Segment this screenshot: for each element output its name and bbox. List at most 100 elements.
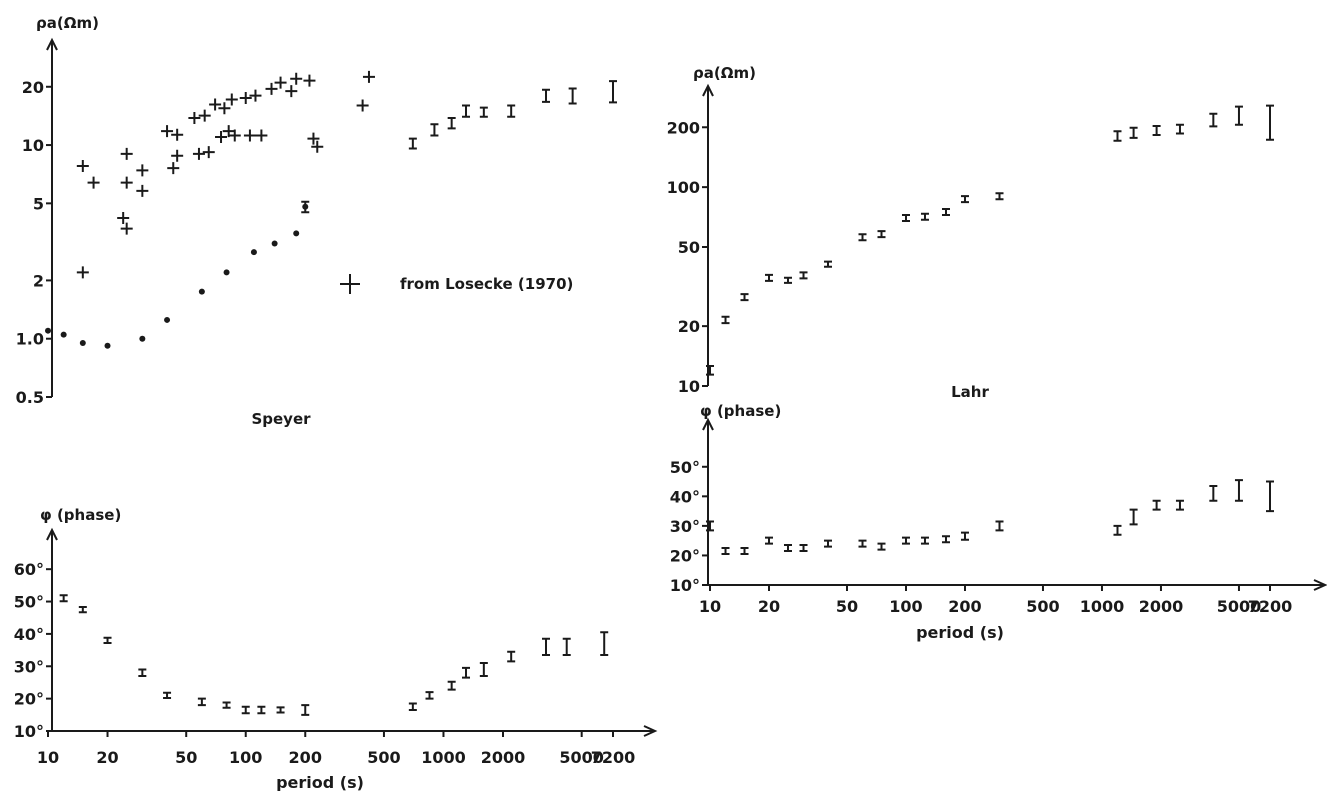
data-point-errorbar bbox=[276, 706, 285, 714]
y-tick-label: 30° bbox=[14, 657, 44, 676]
data-point-plus bbox=[274, 76, 287, 89]
data-point-errorbar bbox=[408, 137, 417, 150]
y-tick-label: 60° bbox=[14, 560, 44, 579]
y-tick-label: 20° bbox=[14, 690, 44, 709]
y-axis-label: φ (phase) bbox=[700, 402, 781, 420]
data-point-errorbar bbox=[241, 705, 250, 715]
data-point-dot bbox=[45, 327, 51, 334]
data-point-plus bbox=[225, 93, 238, 106]
y-tick-label: 20 bbox=[22, 78, 44, 97]
x-tick-label: 1000 bbox=[1080, 597, 1125, 616]
data-point-plus bbox=[161, 125, 174, 138]
data-point-errorbar bbox=[138, 668, 147, 677]
y-axis-arrow bbox=[46, 37, 58, 51]
data-point-plus bbox=[265, 82, 278, 95]
data-point-errorbar bbox=[877, 230, 886, 239]
lahr-resistivity-panel: ρa(Ωm) 10 20 50 100 200 Lahr bbox=[667, 64, 1274, 401]
data-point-errorbar bbox=[103, 636, 112, 644]
data-point-plus bbox=[228, 129, 241, 142]
lahr-phase-panel: φ (phase) 10° 20° 30° 40° 50° 10 20 50 100 200 500 1… bbox=[670, 402, 1327, 642]
y-axis-arrow bbox=[702, 83, 714, 97]
data-point-errorbar bbox=[542, 637, 551, 656]
x-tick-label: 5000 bbox=[1217, 597, 1262, 616]
data-point-plus bbox=[76, 266, 89, 279]
x-axis-arrow bbox=[643, 725, 658, 737]
data-point-errorbar bbox=[877, 542, 886, 551]
data-point-dot bbox=[250, 249, 257, 256]
data-point-errorbar bbox=[430, 123, 439, 137]
x-tick-label: 20 bbox=[96, 748, 118, 767]
data-point-errorbar bbox=[507, 650, 516, 663]
y-tick-label: 20 bbox=[678, 317, 700, 336]
data-point-plus bbox=[209, 98, 222, 111]
data-point-plus bbox=[303, 74, 316, 87]
data-point-errorbar bbox=[1113, 524, 1122, 536]
data-point-plus bbox=[171, 149, 184, 162]
x-tick-label: 2000 bbox=[1139, 597, 1184, 616]
data-point-errorbar bbox=[1152, 499, 1161, 511]
data-point-errorbar bbox=[823, 539, 832, 548]
data-point-plus bbox=[136, 164, 149, 177]
panel-title: Lahr bbox=[951, 383, 989, 401]
y-tick-label: 20° bbox=[670, 546, 700, 565]
legend-label: from Losecke (1970) bbox=[400, 275, 573, 293]
x-tick-label: 50 bbox=[175, 748, 197, 767]
data-point-plus bbox=[307, 132, 320, 145]
x-tick-label: 200 bbox=[948, 597, 981, 616]
x-tick-label: 100 bbox=[889, 597, 922, 616]
x-tick-label: 10 bbox=[699, 597, 721, 616]
data-point-errorbar bbox=[1209, 484, 1218, 502]
y-tick-label: 50 bbox=[678, 238, 700, 257]
data-point-plus bbox=[255, 129, 268, 142]
data-point-errorbar bbox=[163, 691, 172, 699]
data-point-errorbar bbox=[740, 547, 749, 556]
y-tick-label: 40° bbox=[670, 487, 700, 506]
data-point-errorbar bbox=[479, 662, 488, 677]
data-point-errorbar bbox=[301, 704, 310, 716]
x-tick-label: 1000 bbox=[421, 748, 466, 767]
data-point-plus bbox=[239, 91, 252, 104]
data-point-plus bbox=[87, 176, 100, 189]
x-axis-label: period (s) bbox=[916, 623, 1004, 642]
y-axis-label: φ (phase) bbox=[40, 506, 121, 524]
data-point-errorbar bbox=[425, 691, 434, 700]
y-tick-label: 50° bbox=[14, 593, 44, 612]
y-tick-label: 40° bbox=[14, 625, 44, 644]
data-point-plus bbox=[120, 222, 133, 235]
data-point-plus bbox=[120, 147, 133, 160]
y-tick-label: 50° bbox=[670, 458, 700, 477]
panel-title: Speyer bbox=[251, 410, 311, 428]
data-point-plus bbox=[356, 99, 369, 112]
data-point-errorbar bbox=[721, 547, 730, 556]
data-point-errorbar bbox=[901, 536, 910, 545]
speyer-phase-panel: φ (phase) 10° 20° 30° 40° 50° 60° 10 20 50 100 200 5… bbox=[14, 506, 658, 791]
data-point-errorbar bbox=[901, 213, 910, 222]
data-point-errorbar bbox=[1234, 479, 1243, 502]
data-point-plus bbox=[218, 102, 231, 115]
data-point-errorbar bbox=[507, 104, 516, 118]
data-point-dot bbox=[60, 331, 67, 338]
data-point-errorbar bbox=[995, 520, 1004, 532]
y-tick-label: 200 bbox=[667, 118, 700, 137]
data-point-errorbar bbox=[542, 88, 551, 103]
x-tick-label: 200 bbox=[289, 748, 322, 767]
data-point-errorbar bbox=[1129, 508, 1138, 526]
data-point-errorbar bbox=[706, 365, 714, 376]
data-point-plus bbox=[136, 184, 149, 197]
data-point-errorbar bbox=[941, 535, 950, 544]
data-point-errorbar bbox=[1113, 130, 1122, 142]
data-point-errorbar bbox=[783, 276, 792, 284]
y-tick-label: 0.5 bbox=[16, 388, 44, 407]
y-tick-label: 10° bbox=[14, 722, 44, 741]
data-point-dot bbox=[271, 240, 278, 247]
data-point-plus bbox=[76, 159, 89, 172]
x-tick-label: 500 bbox=[367, 748, 400, 767]
data-point-errorbar bbox=[995, 192, 1004, 201]
data-point-errorbar bbox=[823, 260, 832, 268]
data-point-plus bbox=[215, 131, 228, 144]
data-point-errorbar bbox=[721, 315, 730, 325]
data-point-errorbar bbox=[920, 212, 929, 221]
data-point-plus bbox=[243, 129, 256, 142]
data-point-dot bbox=[79, 340, 86, 347]
